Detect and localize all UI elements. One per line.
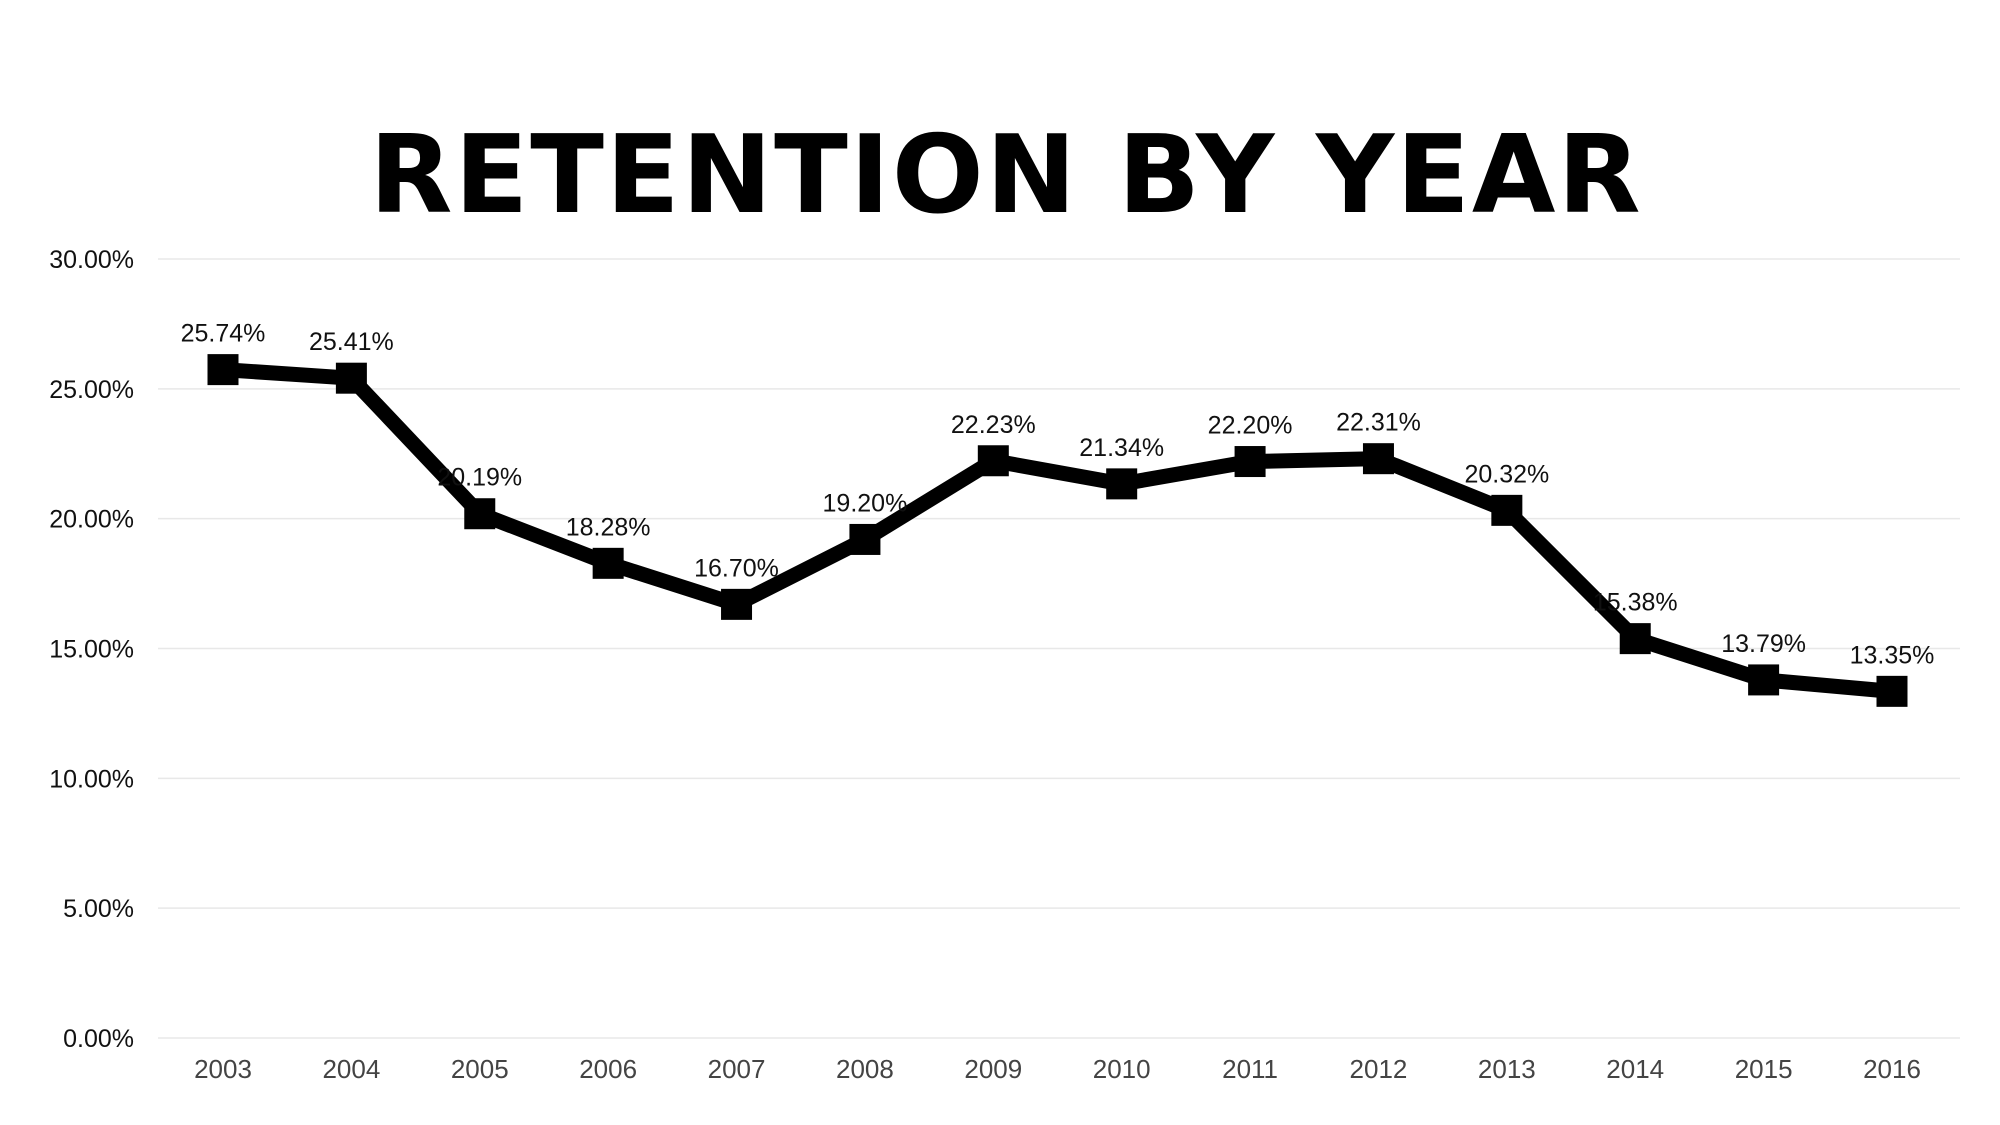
data-label: 25.74%: [181, 320, 266, 348]
y-tick-label: 15.00%: [49, 636, 134, 664]
data-point-marker: [464, 498, 496, 530]
data-point-marker: [721, 588, 753, 620]
data-point-marker: [977, 445, 1009, 477]
x-tick-label: 2016: [1863, 1054, 1921, 1084]
x-tick-label: 2012: [1350, 1054, 1408, 1084]
data-label: 13.35%: [1850, 641, 1935, 669]
data-label: 25.41%: [309, 328, 394, 356]
data-label: 22.31%: [1336, 409, 1421, 437]
series-line: [215, 362, 1900, 699]
data-label: 18.28%: [566, 513, 651, 541]
x-tick-label: 2010: [1093, 1054, 1151, 1084]
data-label: 21.34%: [1079, 434, 1164, 462]
y-tick-label: 30.00%: [49, 246, 134, 274]
y-tick-label: 5.00%: [63, 895, 134, 923]
x-tick-label: 2009: [964, 1054, 1022, 1084]
data-point-marker: [849, 523, 881, 555]
x-tick-label: 2014: [1606, 1054, 1664, 1084]
x-axis-ticks: 2003 2004 2005 2006 2007 2008 2009 2010 2011 2012…: [194, 1054, 1921, 1084]
data-label: 19.20%: [823, 489, 908, 517]
x-tick-label: 2006: [579, 1054, 637, 1084]
data-point-marker: [1234, 446, 1266, 478]
y-tick-label: 0.00%: [63, 1025, 134, 1053]
data-point-marker: [1876, 675, 1908, 707]
data-label: 22.20%: [1208, 412, 1293, 440]
data-label: 20.32%: [1464, 460, 1549, 488]
data-point-marker: [1491, 494, 1523, 526]
gridlines: [158, 258, 1960, 1039]
data-label: 16.70%: [694, 554, 779, 582]
x-tick-label: 2011: [1222, 1054, 1278, 1084]
series-markers: [207, 354, 1908, 707]
y-tick-label: 10.00%: [49, 765, 134, 793]
y-axis-ticks: 0.00% 5.00% 10.00% 15.00% 20.00% 25.00% 30.00%: [49, 246, 134, 1053]
chart-title: RETENTION BY YEAR: [369, 113, 1642, 238]
x-tick-label: 2005: [451, 1054, 509, 1084]
x-tick-label: 2013: [1478, 1054, 1536, 1084]
x-tick-label: 2008: [836, 1054, 894, 1084]
data-point-marker: [1619, 623, 1651, 655]
data-labels: 25.74% 25.41% 20.19% 18.28% 16.70% 19.20% 22.2…: [181, 320, 1935, 670]
x-tick-label: 2007: [708, 1054, 766, 1084]
data-point-marker: [1748, 664, 1780, 696]
data-label: 20.19%: [437, 464, 522, 492]
data-point-marker: [207, 354, 239, 386]
data-point-marker: [335, 362, 367, 394]
data-point-marker: [1106, 468, 1138, 500]
y-tick-label: 25.00%: [49, 376, 134, 404]
y-tick-label: 20.00%: [49, 506, 134, 534]
data-point-marker: [1362, 443, 1394, 475]
series-line-group: [215, 362, 1900, 699]
data-label: 15.38%: [1593, 589, 1678, 617]
x-tick-label: 2015: [1735, 1054, 1793, 1084]
data-label: 22.23%: [951, 411, 1036, 439]
x-tick-label: 2004: [322, 1054, 380, 1084]
data-label: 13.79%: [1721, 630, 1806, 658]
data-point-marker: [592, 547, 624, 579]
x-tick-label: 2003: [194, 1054, 252, 1084]
